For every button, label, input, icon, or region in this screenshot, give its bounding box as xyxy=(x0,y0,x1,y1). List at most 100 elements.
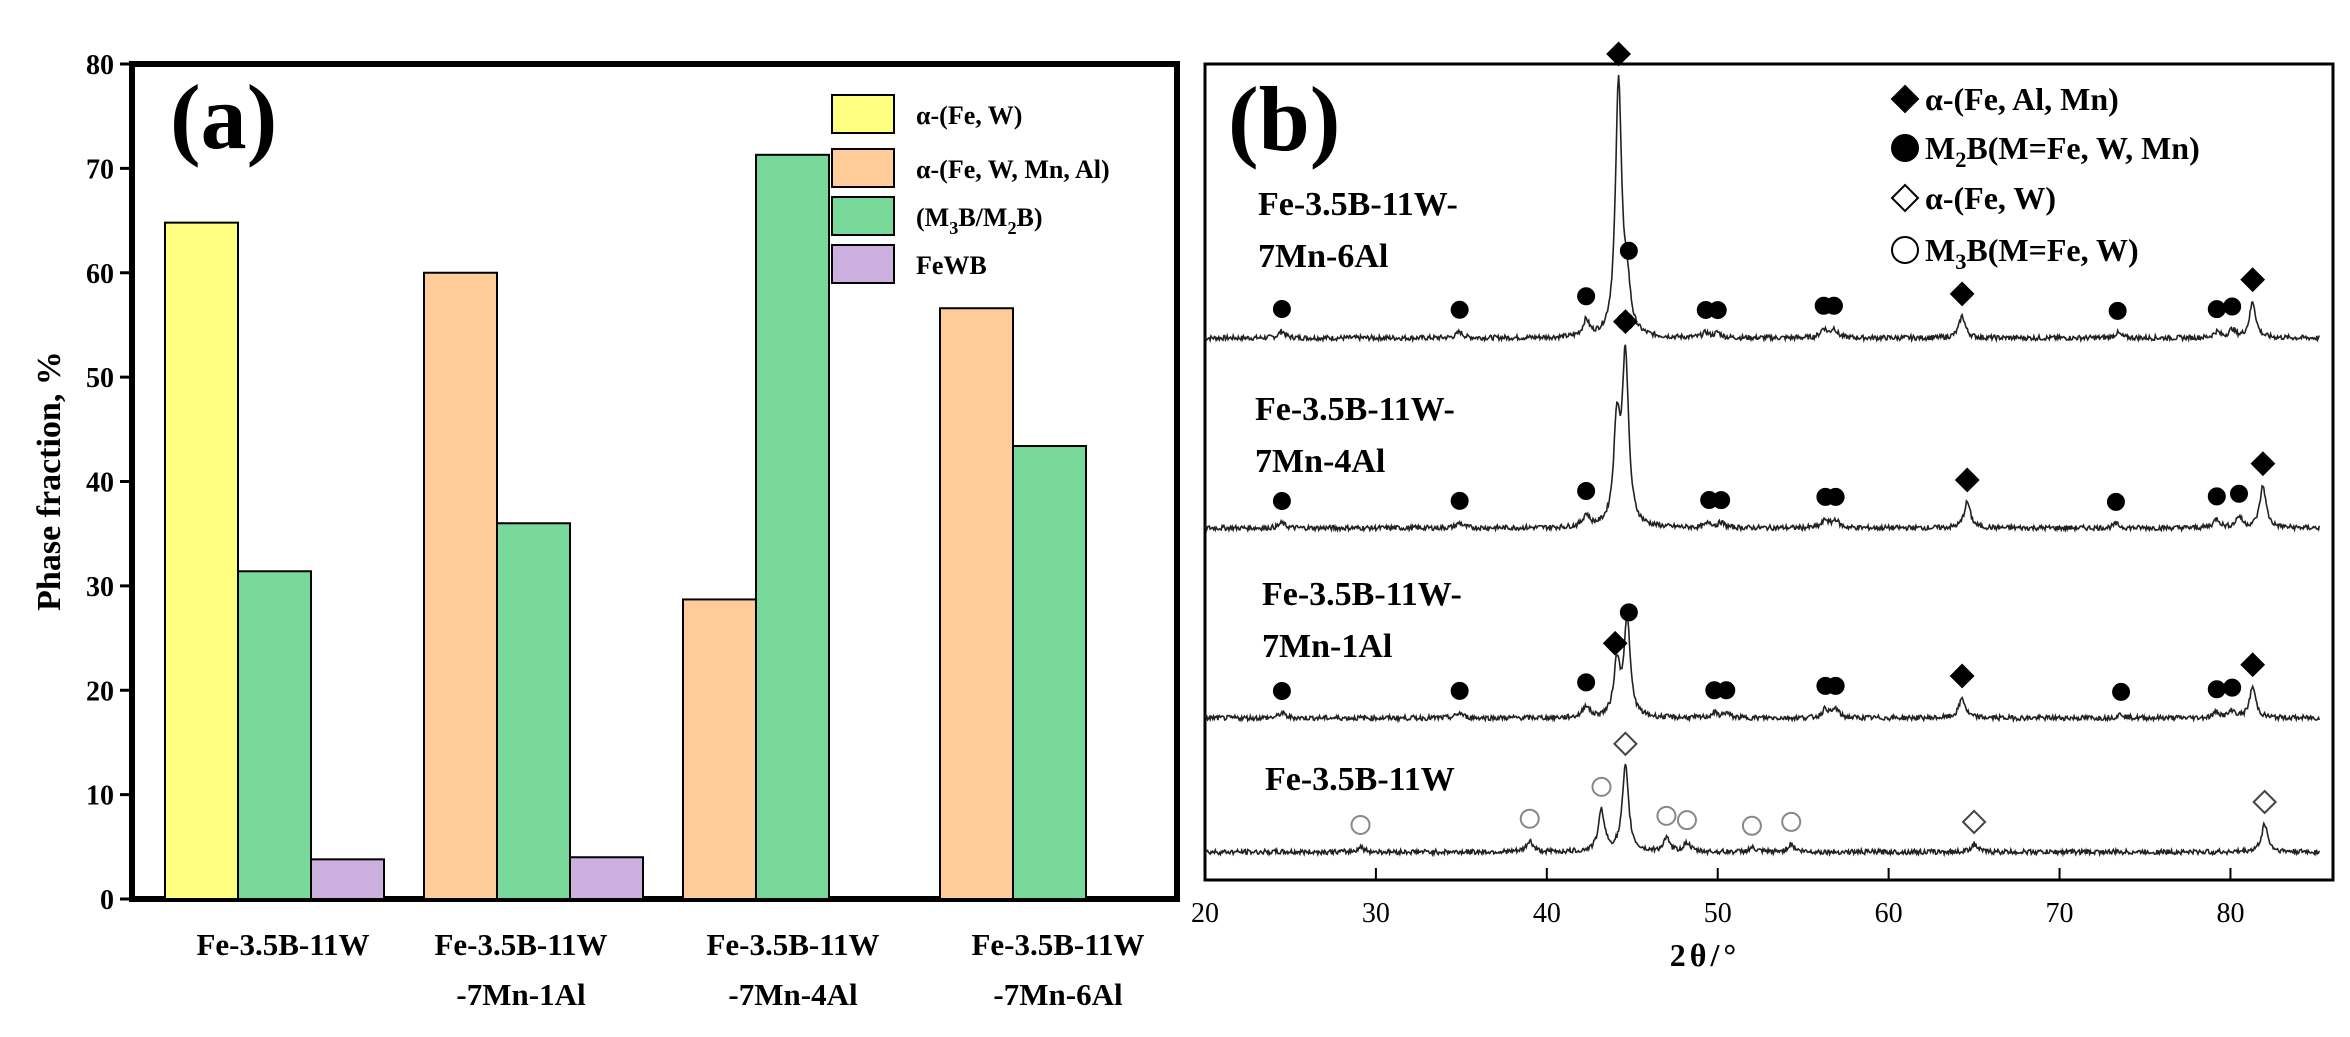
peak-marker xyxy=(1961,809,1987,835)
panel-b-plot-frame xyxy=(1203,62,2335,882)
peak-marker xyxy=(1577,287,1596,306)
peak-marker xyxy=(1826,676,1845,695)
sample-label: 7Mn-1Al xyxy=(1262,628,1392,665)
bar xyxy=(164,221,239,900)
legend-marker xyxy=(1890,183,1920,213)
legend-entry: FeWB xyxy=(916,251,987,280)
x-tick-label: Fe-3.5B-11W xyxy=(196,927,369,962)
peak-marker xyxy=(1613,731,1638,757)
legend-swatch xyxy=(831,244,895,284)
peak-marker xyxy=(1717,681,1736,700)
peak-marker xyxy=(1708,301,1727,320)
x-tick-label: Fe-3.5B-11W xyxy=(434,927,607,962)
diffraction-curve xyxy=(1204,763,2321,858)
panel-b-x-axis: 20 30 40 50 60 70 80 xyxy=(1191,868,2244,929)
x-tick-label: Fe-3.5B-11W xyxy=(706,927,879,962)
diffraction-curve xyxy=(1204,617,2321,724)
peak-marker xyxy=(1954,467,1980,493)
peak-marker xyxy=(1949,281,1975,307)
legend-swatch xyxy=(831,94,895,134)
y-tick-label: 70 xyxy=(86,154,114,185)
peak-marker xyxy=(1606,41,1632,67)
x-tick-label: 30 xyxy=(1362,898,1390,929)
peak-marker xyxy=(1602,630,1628,656)
panel-b-label: (b) xyxy=(1228,68,1340,170)
y-tick-label: 20 xyxy=(86,676,114,707)
x-tick-label: -7Mn-4Al xyxy=(728,977,858,1012)
peak-marker xyxy=(1591,776,1612,797)
sample-label: Fe-3.5B-11W- xyxy=(1262,576,1462,613)
sample-label: Fe-3.5B-11W xyxy=(1265,761,1455,798)
peak-marker xyxy=(1450,681,1469,700)
x-tick-label: 40 xyxy=(1533,898,1561,929)
legend-marker xyxy=(1890,84,1920,114)
bar xyxy=(423,271,498,900)
legend-entry: α-(Fe, Al, Mn) xyxy=(1925,81,2119,117)
peak-marker xyxy=(1619,603,1638,622)
peak-marker xyxy=(1577,673,1596,692)
bar xyxy=(569,856,644,900)
peak-marker xyxy=(1676,810,1697,831)
peak-marker xyxy=(1519,808,1540,829)
peak-marker xyxy=(1450,491,1469,510)
peak-marker xyxy=(1272,681,1291,700)
legend-marker xyxy=(1891,134,1919,162)
peak-marker xyxy=(2106,492,2125,511)
x-tick-label: 80 xyxy=(2216,898,2244,929)
panel-b-xrd-chart: 20 30 40 50 60 70 80 Fe-3.5B-11W-7Mn-6AlFe-3.5… xyxy=(1191,41,2335,973)
peak-marker xyxy=(1949,663,1975,689)
panel-b-peak-markers xyxy=(1272,41,2278,836)
y-tick-label: 40 xyxy=(86,468,114,499)
peak-marker xyxy=(1350,814,1371,835)
y-tick-label: 30 xyxy=(86,572,114,603)
diffraction-curve xyxy=(1204,74,2321,344)
x-tick-label: 50 xyxy=(1704,898,1732,929)
peak-marker xyxy=(2240,652,2266,678)
y-tick-label: 60 xyxy=(86,259,114,290)
y-tick-label: 0 xyxy=(100,885,114,916)
sample-label: Fe-3.5B-11W- xyxy=(1258,186,1458,223)
peak-marker xyxy=(1613,309,1638,335)
peak-marker xyxy=(1741,815,1762,836)
peak-marker xyxy=(1656,805,1677,826)
panel-b-legend: α-(Fe, Al, Mn) M2B(M=Fe, W, Mn) α-(Fe, W) M… xyxy=(1890,81,2200,274)
legend-swatch xyxy=(831,196,895,236)
diffraction-curve xyxy=(1204,344,2321,533)
x-tick-label: 70 xyxy=(2046,898,2074,929)
legend-swatch xyxy=(831,148,895,188)
panel-a-x-axis-labels: Fe-3.5B-11W Fe-3.5B-11W -7Mn-1Al Fe-3.5B-11… xyxy=(196,927,1144,1012)
peak-marker xyxy=(2207,300,2226,319)
bar xyxy=(496,522,571,900)
sample-label: Fe-3.5B-11W- xyxy=(1255,391,1455,428)
x-tick-label: -7Mn-6Al xyxy=(993,977,1123,1012)
peak-marker xyxy=(2207,680,2226,699)
x-tick-label: -7Mn-1Al xyxy=(456,977,586,1012)
legend-entry: α-(Fe, W) xyxy=(916,101,1022,130)
y-tick-label: 80 xyxy=(86,50,114,81)
x-tick-label: Fe-3.5B-11W xyxy=(971,927,1144,962)
legend-entry: M3B(M=Fe, W) xyxy=(1925,232,2139,274)
legend-entry: M2B(M=Fe, W, Mn) xyxy=(1925,130,2200,172)
bar xyxy=(1012,445,1087,900)
peak-marker xyxy=(1826,487,1845,506)
y-tick-label: 50 xyxy=(86,363,114,394)
bar xyxy=(310,858,385,901)
peak-marker xyxy=(1619,241,1638,260)
sample-label: 7Mn-6Al xyxy=(1258,238,1388,275)
legend-entry: (M3B/M2B) xyxy=(916,203,1043,238)
peak-marker xyxy=(1272,491,1291,510)
peak-marker xyxy=(2240,267,2266,293)
panel-b-sample-labels: Fe-3.5B-11W- 7Mn-6Al Fe-3.5B-11W- 7Mn-4Al Fe… xyxy=(1255,186,1462,798)
peak-marker xyxy=(1272,299,1291,318)
peak-marker xyxy=(1450,300,1469,319)
peak-marker xyxy=(2230,484,2248,503)
panel-b-x-axis-label: 2θ/° xyxy=(1670,937,1740,973)
legend-entry: α-(Fe, W, Mn, Al) xyxy=(916,155,1110,184)
bar xyxy=(755,153,830,900)
peak-marker xyxy=(2223,678,2242,697)
panel-a-label: (a) xyxy=(170,66,277,168)
x-tick-label: 20 xyxy=(1191,898,1219,929)
panel-a-y-axis: 0 10 20 30 40 50 60 70 80 xyxy=(86,50,132,916)
